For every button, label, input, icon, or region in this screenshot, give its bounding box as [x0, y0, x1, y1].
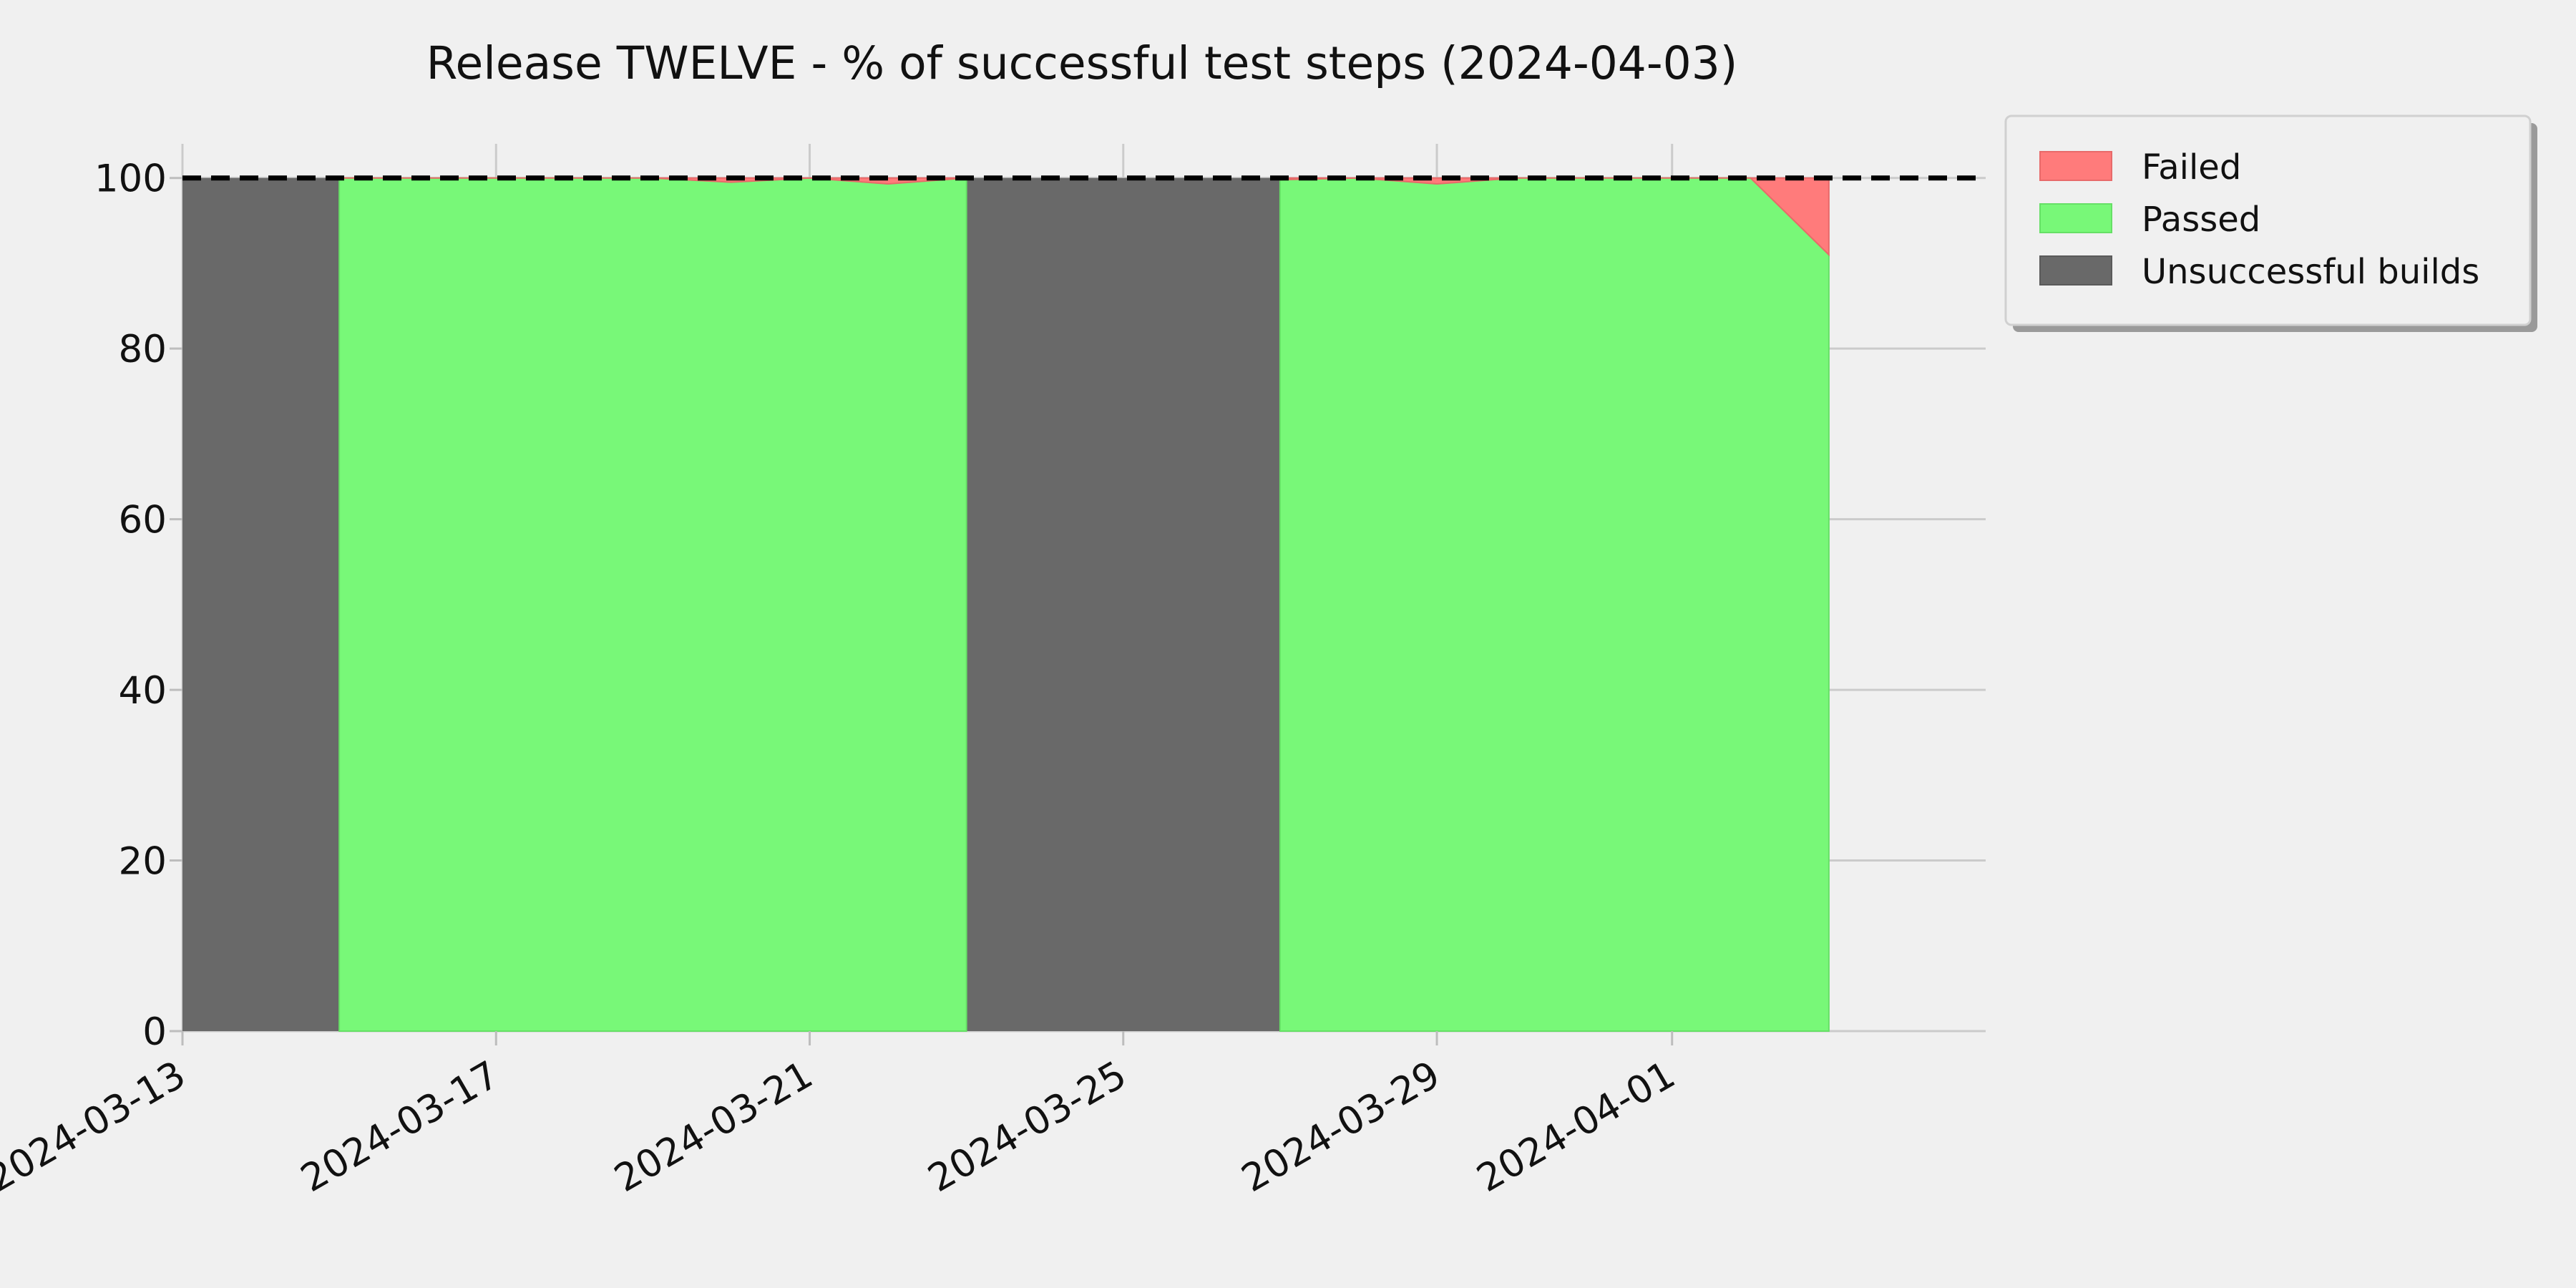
y-tick-label: 80 [119, 328, 167, 371]
legend-swatch-passed [2039, 203, 2112, 233]
legend-label-passed: Passed [2142, 200, 2260, 240]
legend-box [2004, 114, 2532, 326]
y-tick-label: 40 [119, 669, 167, 713]
x-tick-label: 2024-03-21 [608, 1053, 820, 1201]
y-tick-label: 0 [142, 1010, 167, 1054]
x-tick-label: 2024-03-17 [294, 1053, 507, 1201]
legend-label-unsuccessful-builds: Unsuccessful builds [2142, 252, 2479, 292]
x-tick-label: 2024-04-01 [1470, 1053, 1682, 1201]
unsuccessful-builds-area [182, 177, 340, 1032]
unsuccessful-builds-area [966, 177, 1280, 1032]
chart-title: Release TWELVE - % of successful test st… [426, 37, 1738, 89]
passed-area [338, 177, 967, 1032]
passed-area [1279, 177, 1830, 1032]
y-axis: 0 20 40 60 80 100 [94, 157, 182, 1054]
x-tick-label: 2024-03-29 [1234, 1053, 1447, 1201]
series-layer [182, 177, 1830, 1032]
legend: Failed Passed Unsuccessful builds [2004, 114, 2537, 332]
y-tick-label: 60 [119, 499, 167, 542]
x-axis: 2024-03-13 2024-03-17 2024-03-21 2024-03-25… [0, 1031, 1682, 1201]
x-tick-label: 2024-03-25 [921, 1053, 1133, 1201]
legend-label-failed: Failed [2142, 147, 2241, 187]
y-tick-label: 100 [94, 157, 167, 201]
legend-swatch-unsuccessful-builds [2039, 255, 2112, 286]
legend-swatch-failed [2039, 151, 2112, 181]
y-tick-label: 20 [119, 840, 167, 884]
x-tick-label: 2024-03-13 [0, 1053, 193, 1201]
